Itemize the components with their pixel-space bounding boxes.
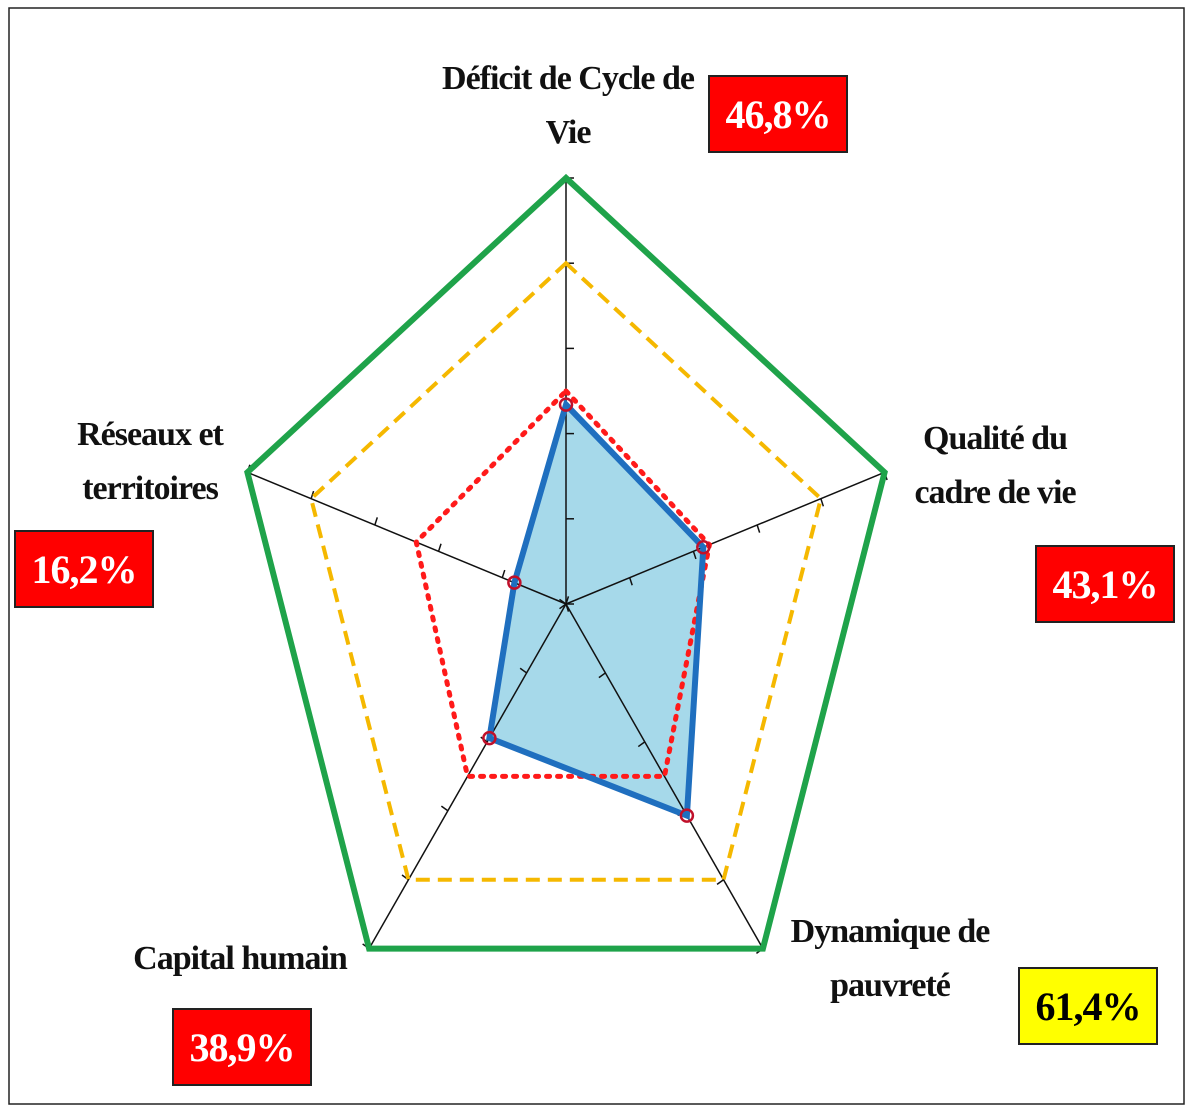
category-label: Qualité du cadre de vie (914, 420, 1076, 511)
radial-axis (247, 471, 567, 605)
tick-mark (501, 569, 506, 578)
value-label: 43,1% (1035, 545, 1175, 623)
marker (679, 808, 695, 823)
category-label: Capital humain (133, 940, 348, 977)
category-label: Dynamique de pauvreté (790, 913, 991, 1004)
value-label: 46,8% (708, 75, 848, 153)
marker (696, 540, 711, 555)
tick-mark (820, 498, 825, 507)
tick-mark (598, 672, 606, 679)
tick-mark (519, 667, 528, 674)
category-label: Réseaux et territoires (77, 416, 224, 507)
value-label: 38,9% (172, 1008, 312, 1086)
radar-line (308, 260, 824, 882)
tick-mark (637, 741, 646, 748)
radar-line (244, 173, 888, 952)
value-label: 16,2% (14, 530, 154, 608)
radial-axis (565, 603, 764, 950)
tick-mark (716, 879, 724, 886)
tick-mark (565, 596, 570, 605)
marker (482, 730, 497, 746)
tick-mark (440, 805, 449, 812)
frame (8, 7, 1185, 1105)
marker (558, 397, 574, 412)
tick-mark (437, 543, 442, 552)
marker (507, 575, 522, 590)
tick-mark (629, 577, 633, 586)
radial-axis (565, 471, 885, 605)
tick-mark (692, 551, 697, 560)
tick-mark (756, 524, 761, 533)
radar-line (486, 398, 707, 820)
tick-mark (374, 517, 379, 526)
value-label: 61,4% (1018, 967, 1158, 1045)
radar-line (413, 387, 713, 779)
category-label: Déficit de Cycle de Vie (442, 60, 695, 151)
radar-area (489, 404, 704, 816)
